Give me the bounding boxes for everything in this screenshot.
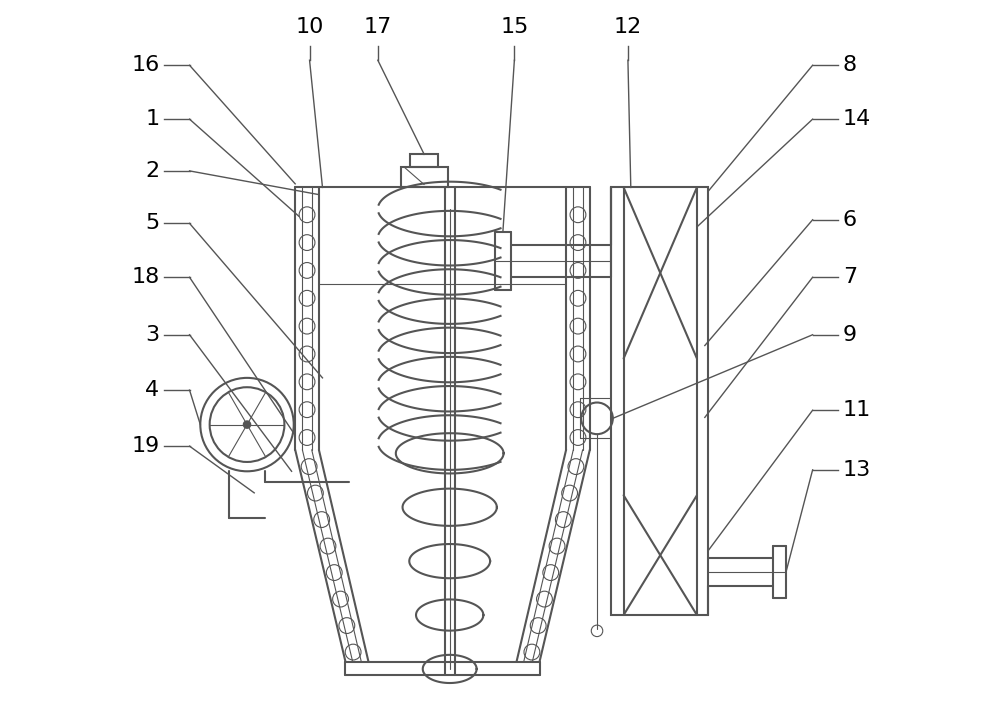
Text: 3: 3: [145, 325, 159, 345]
Text: 19: 19: [131, 436, 159, 456]
Text: 16: 16: [131, 55, 159, 76]
Text: 1: 1: [145, 109, 159, 129]
Text: 15: 15: [500, 17, 529, 37]
Text: 7: 7: [843, 268, 857, 287]
Bar: [611, 188, 708, 615]
Text: 8: 8: [843, 55, 857, 76]
Text: 17: 17: [364, 17, 392, 37]
Bar: [410, 154, 438, 167]
Text: 2: 2: [145, 161, 159, 181]
Text: 5: 5: [145, 213, 159, 233]
Bar: [401, 167, 448, 188]
Text: 9: 9: [843, 325, 857, 345]
Circle shape: [243, 421, 251, 428]
Text: 4: 4: [145, 380, 159, 400]
Text: 10: 10: [295, 17, 324, 37]
Text: 11: 11: [843, 400, 871, 420]
Text: 12: 12: [614, 17, 642, 37]
Text: 18: 18: [131, 268, 159, 287]
Text: 14: 14: [843, 109, 871, 129]
Text: 13: 13: [843, 460, 871, 480]
Text: 6: 6: [843, 210, 857, 230]
